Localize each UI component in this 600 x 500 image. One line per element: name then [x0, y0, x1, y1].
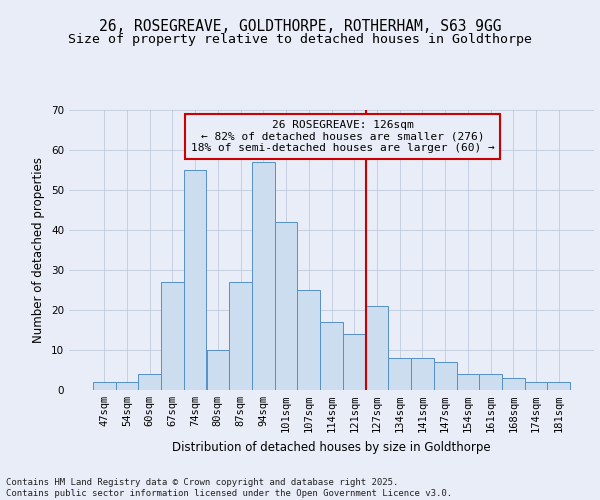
Bar	[252, 162, 275, 390]
Bar	[502, 378, 524, 390]
Bar	[388, 358, 411, 390]
Bar	[343, 334, 365, 390]
Bar	[411, 358, 434, 390]
Bar	[547, 382, 570, 390]
Bar	[184, 170, 206, 390]
Bar	[275, 222, 298, 390]
Y-axis label: Number of detached properties: Number of detached properties	[32, 157, 46, 343]
Text: 26, ROSEGREAVE, GOLDTHORPE, ROTHERHAM, S63 9GG: 26, ROSEGREAVE, GOLDTHORPE, ROTHERHAM, S…	[99, 19, 501, 34]
Bar	[457, 374, 479, 390]
Bar	[139, 374, 161, 390]
Bar	[206, 350, 229, 390]
Bar	[479, 374, 502, 390]
Bar	[434, 362, 457, 390]
Bar	[320, 322, 343, 390]
Bar	[229, 282, 252, 390]
Bar	[365, 306, 388, 390]
Bar	[93, 382, 116, 390]
Bar	[116, 382, 139, 390]
X-axis label: Distribution of detached houses by size in Goldthorpe: Distribution of detached houses by size …	[172, 440, 491, 454]
Bar	[298, 290, 320, 390]
Text: Contains HM Land Registry data © Crown copyright and database right 2025.
Contai: Contains HM Land Registry data © Crown c…	[6, 478, 452, 498]
Bar	[161, 282, 184, 390]
Text: Size of property relative to detached houses in Goldthorpe: Size of property relative to detached ho…	[68, 32, 532, 46]
Bar	[524, 382, 547, 390]
Text: 26 ROSEGREAVE: 126sqm
← 82% of detached houses are smaller (276)
18% of semi-det: 26 ROSEGREAVE: 126sqm ← 82% of detached …	[191, 120, 495, 153]
